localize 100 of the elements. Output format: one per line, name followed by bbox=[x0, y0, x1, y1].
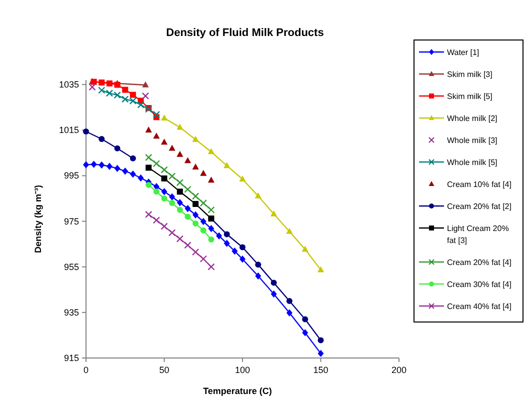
point bbox=[224, 162, 230, 168]
point bbox=[200, 255, 207, 262]
point bbox=[192, 192, 200, 200]
point bbox=[240, 256, 246, 263]
legend-label: Water [1] bbox=[447, 48, 480, 57]
point bbox=[122, 86, 128, 93]
point bbox=[146, 182, 152, 188]
point bbox=[145, 126, 152, 133]
point bbox=[176, 124, 184, 130]
point bbox=[192, 248, 200, 256]
point bbox=[145, 154, 152, 162]
point bbox=[216, 232, 222, 240]
point bbox=[160, 222, 168, 230]
point bbox=[122, 168, 128, 175]
x-tick-label: 0 bbox=[83, 365, 89, 375]
y-tick-label: 915 bbox=[64, 353, 79, 363]
point bbox=[152, 160, 160, 168]
point bbox=[145, 210, 152, 218]
legend-label: Cream 20% fat [2] bbox=[447, 202, 512, 211]
point bbox=[168, 144, 176, 151]
y-tick-label: 975 bbox=[64, 216, 79, 226]
point bbox=[192, 220, 199, 227]
x-tick-label: 200 bbox=[391, 365, 407, 375]
point bbox=[114, 145, 120, 152]
point bbox=[160, 166, 168, 174]
point bbox=[200, 199, 207, 207]
point bbox=[83, 161, 89, 168]
point bbox=[138, 174, 144, 182]
point bbox=[176, 178, 184, 186]
point bbox=[286, 309, 292, 316]
legend-label: Whole milk [5] bbox=[447, 158, 498, 167]
point bbox=[240, 244, 246, 250]
point bbox=[176, 235, 184, 242]
point bbox=[168, 229, 176, 236]
point bbox=[302, 329, 308, 336]
x-axis-title: Temperature (C) bbox=[203, 386, 272, 396]
point bbox=[98, 161, 105, 169]
point bbox=[286, 298, 292, 304]
x-tick-label: 100 bbox=[234, 365, 250, 375]
point bbox=[208, 206, 215, 214]
point bbox=[161, 175, 168, 182]
point bbox=[254, 192, 262, 198]
point bbox=[200, 170, 207, 176]
point bbox=[83, 128, 89, 134]
point bbox=[200, 227, 206, 234]
point bbox=[224, 240, 230, 247]
legend-label: Cream 30% fat [4] bbox=[447, 280, 512, 289]
point bbox=[208, 263, 215, 270]
point bbox=[169, 200, 176, 206]
chart-title: Density of Fluid Milk Products bbox=[166, 27, 324, 39]
point bbox=[192, 163, 199, 170]
point bbox=[130, 170, 136, 178]
point bbox=[232, 248, 238, 255]
point bbox=[184, 214, 191, 220]
legend-label: Whole milk [2] bbox=[447, 114, 498, 123]
point bbox=[98, 86, 106, 94]
point bbox=[142, 92, 150, 100]
y-axis-title: Density (kg m⁻³) bbox=[33, 184, 43, 254]
point bbox=[90, 160, 97, 168]
point bbox=[317, 266, 324, 272]
point bbox=[239, 176, 246, 182]
legend-label: Cream 10% fat [4] bbox=[447, 180, 512, 189]
point bbox=[208, 236, 214, 243]
y-tick-label: 955 bbox=[64, 262, 79, 272]
y-tick-label: 1015 bbox=[58, 125, 79, 136]
point bbox=[270, 290, 277, 298]
point bbox=[192, 211, 199, 218]
point bbox=[161, 188, 168, 196]
point bbox=[184, 186, 192, 193]
legend-label: Skim milk [5] bbox=[447, 92, 492, 101]
point bbox=[106, 162, 112, 170]
point bbox=[302, 316, 308, 322]
point bbox=[153, 132, 160, 139]
point bbox=[208, 148, 214, 154]
point bbox=[255, 262, 262, 268]
point bbox=[169, 193, 176, 200]
point bbox=[98, 80, 105, 86]
point bbox=[184, 242, 192, 249]
point bbox=[88, 83, 96, 91]
point bbox=[130, 92, 136, 98]
point bbox=[176, 198, 183, 206]
point bbox=[153, 188, 160, 195]
point bbox=[302, 246, 308, 252]
point bbox=[184, 204, 191, 212]
point bbox=[146, 164, 152, 171]
point bbox=[192, 136, 199, 142]
point bbox=[114, 164, 120, 172]
point bbox=[208, 224, 214, 232]
point bbox=[270, 210, 278, 216]
point bbox=[161, 195, 168, 202]
point bbox=[176, 188, 183, 195]
point bbox=[200, 218, 206, 226]
legend-label: Skim milk [3] bbox=[447, 70, 492, 79]
point bbox=[184, 157, 192, 164]
legend-label: Light Cream 20% fat [3] bbox=[447, 224, 509, 245]
point bbox=[152, 216, 160, 224]
point bbox=[160, 114, 168, 120]
x-tick-label: 150 bbox=[313, 365, 328, 375]
legend-label: Cream 40% fat [4] bbox=[447, 302, 512, 311]
x-tick-label: 50 bbox=[159, 365, 170, 375]
